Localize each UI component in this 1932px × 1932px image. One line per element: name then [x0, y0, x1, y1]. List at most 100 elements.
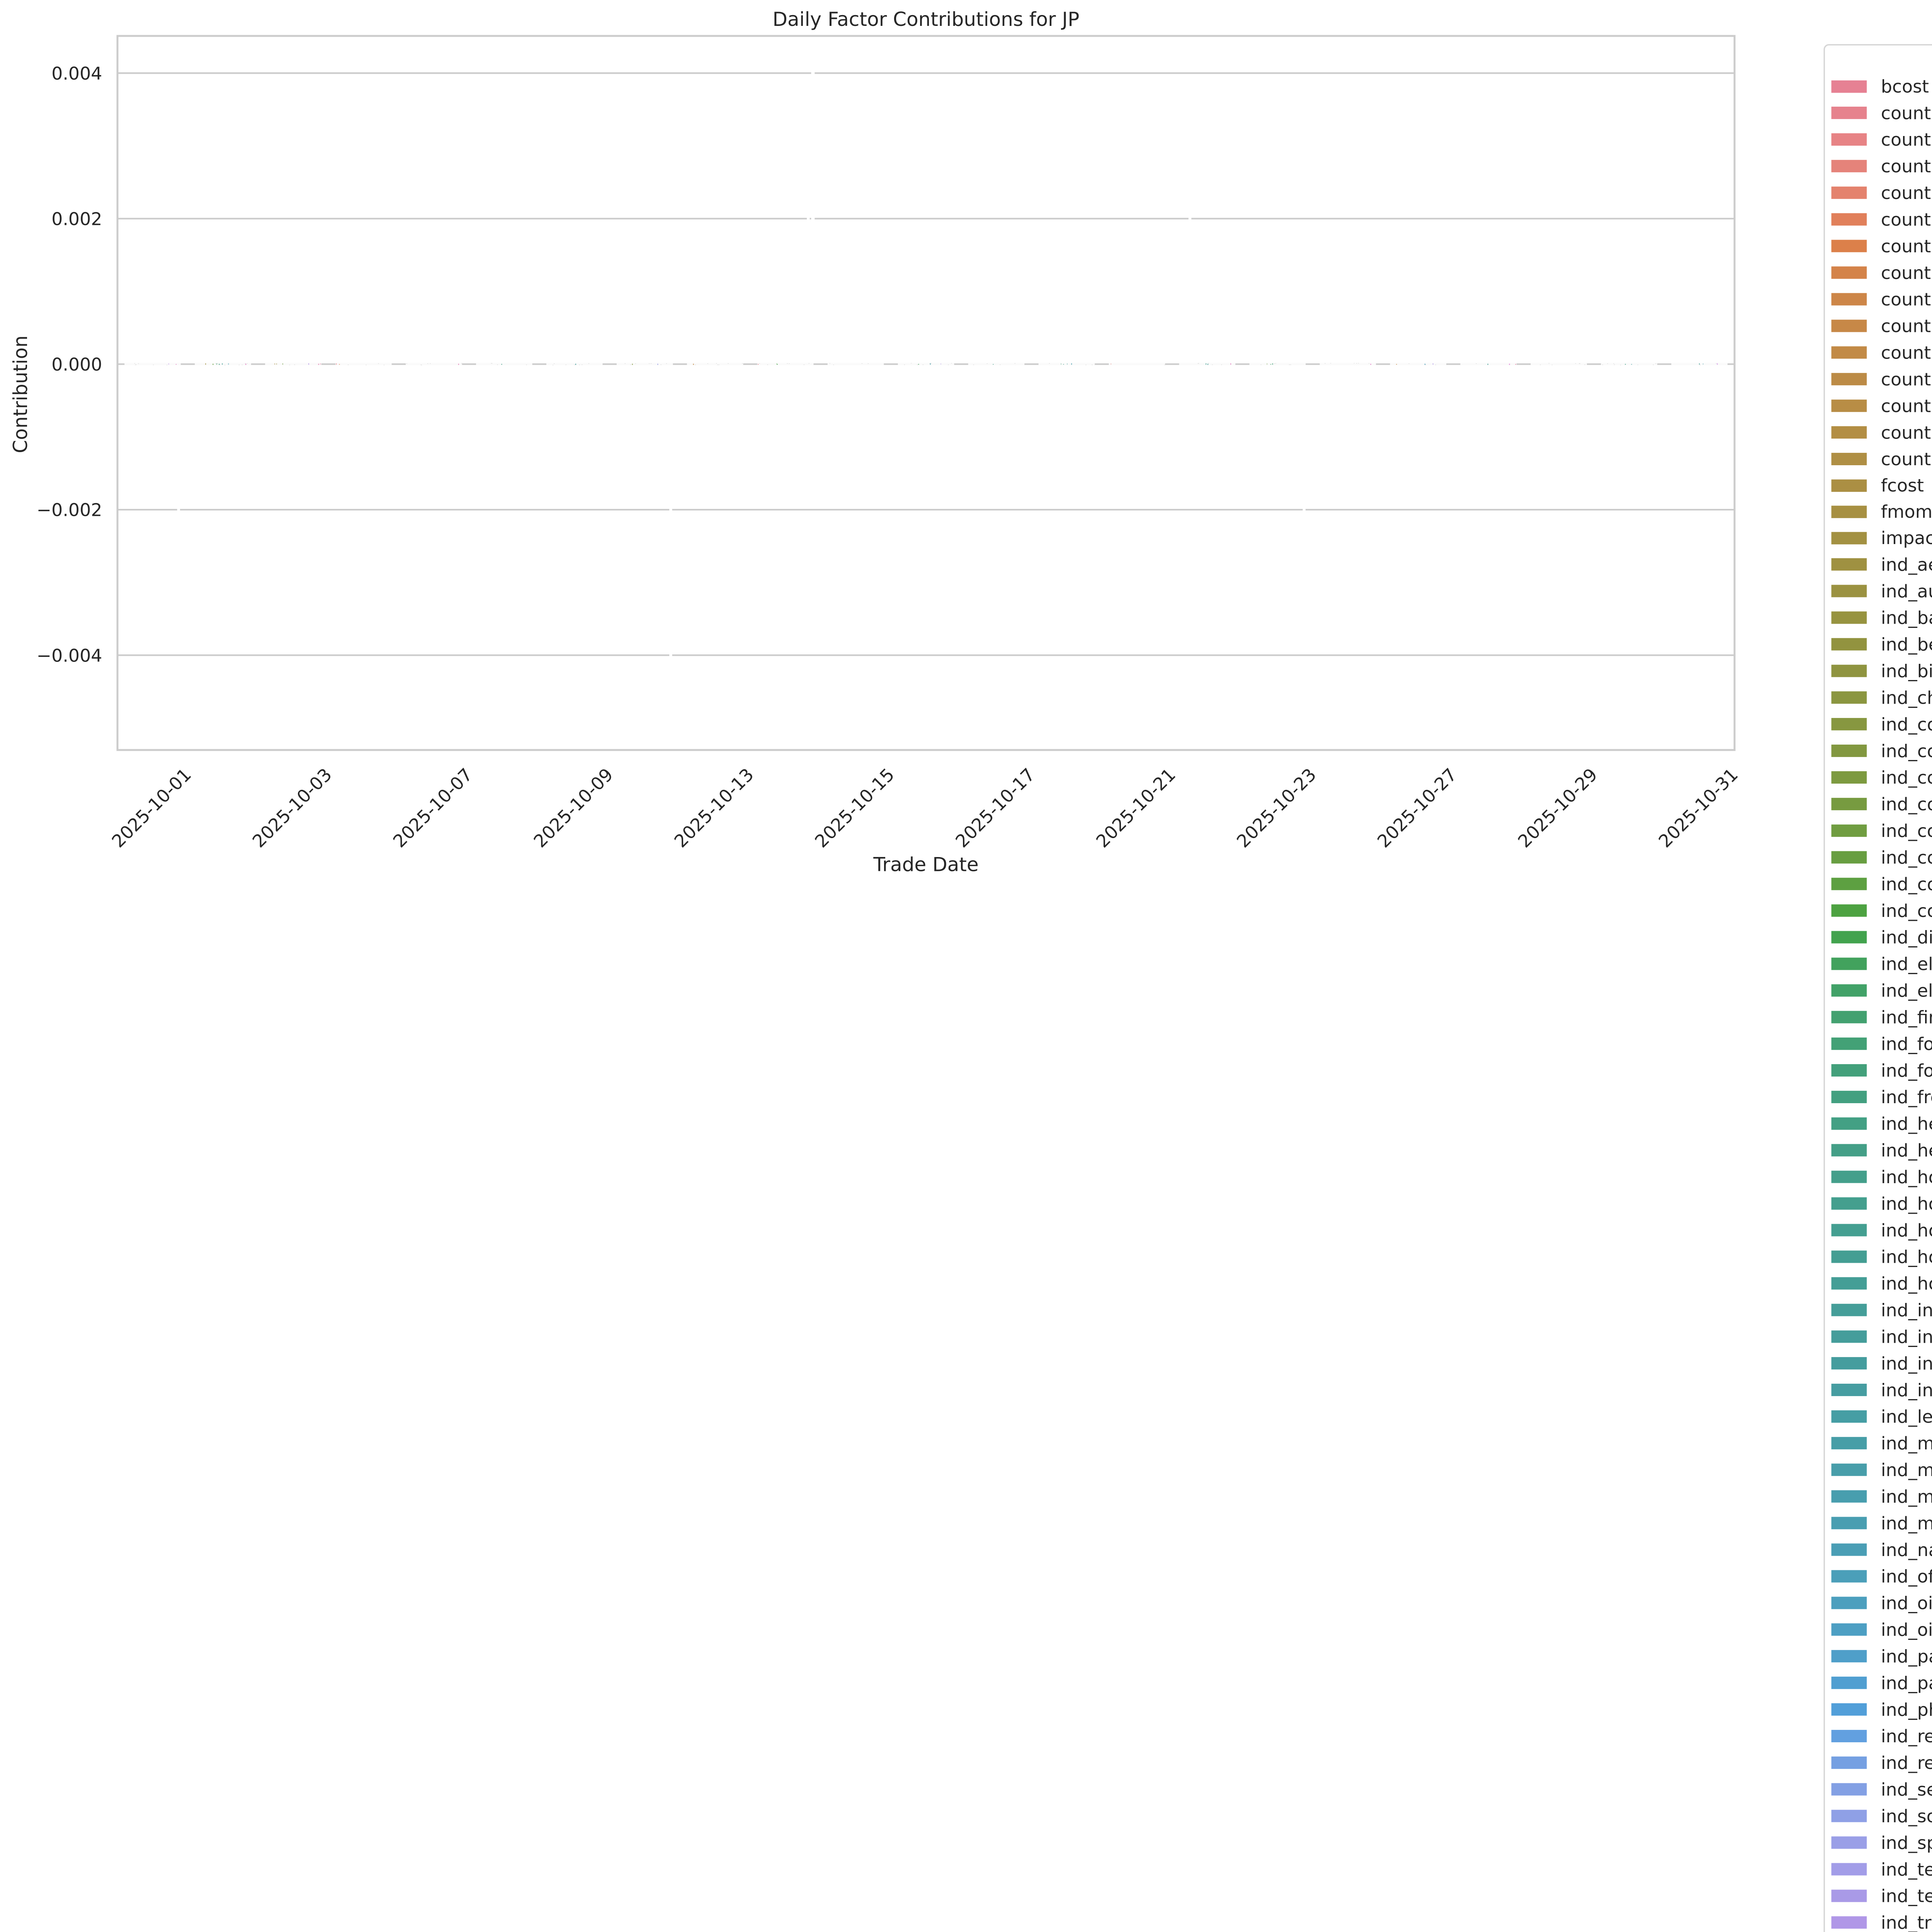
legend-item-label: fcost	[1881, 475, 1924, 496]
bar	[245, 364, 247, 365]
legend-item: ind_electric_utilities_ipps	[1831, 954, 1932, 975]
legend-item: fcost	[1831, 475, 1924, 496]
bar	[575, 364, 576, 365]
bar	[718, 364, 719, 365]
legend-item-label: ind_renewable_energy	[1881, 1752, 1932, 1773]
legend-item-label: fmom	[1881, 501, 1932, 522]
legend-item-label: country_ID	[1881, 182, 1932, 203]
legend-swatch	[1831, 320, 1867, 332]
legend-swatch	[1831, 426, 1867, 439]
legend-swatch	[1831, 1783, 1867, 1796]
plot-area	[116, 35, 1736, 751]
bar	[1208, 363, 1209, 364]
bar	[1289, 364, 1290, 365]
legend-swatch	[1831, 1170, 1867, 1183]
bar	[245, 363, 246, 364]
legend-item-label: ind_industrial_distribution	[1881, 1300, 1932, 1321]
bar	[1579, 363, 1580, 364]
legend-swatch	[1831, 1810, 1867, 1822]
bar-edge-haze	[687, 365, 743, 366]
legend-item-label: country_HK	[1881, 156, 1932, 177]
legend-swatch	[1831, 1730, 1867, 1742]
bar-edge-haze	[265, 365, 321, 366]
legend-item-label: ind_office_equipment	[1881, 1566, 1932, 1587]
legend-item-label: impactCost	[1881, 527, 1932, 548]
bar	[1212, 364, 1213, 365]
legend-item-label: ind_passenger_transportation	[1881, 1672, 1932, 1693]
bar	[217, 363, 218, 364]
bar	[318, 364, 319, 365]
legend-item: country_XH	[1831, 449, 1932, 469]
legend-swatch	[1831, 240, 1867, 252]
y-tick-labels: −0.004 −0.002 0.000 0.002 0.004	[37, 63, 102, 666]
bar-edge-haze	[616, 365, 673, 366]
bar	[175, 364, 177, 365]
legend-item: ind_fintech	[1831, 1007, 1932, 1028]
legend-item: ind_household_products_services	[1831, 1273, 1932, 1294]
bar-edge-haze	[124, 365, 181, 366]
bar	[501, 364, 502, 365]
bar	[1396, 364, 1397, 365]
legend-swatch	[1831, 771, 1867, 784]
legend-item-label: ind_healthcare_providers_services	[1881, 1140, 1932, 1161]
legend-swatch	[1831, 160, 1867, 172]
legend-item-label: ind_software_it_services	[1881, 1806, 1932, 1827]
legend-item-label: ind_fintech	[1881, 1007, 1932, 1028]
bar	[348, 364, 349, 365]
bar	[918, 364, 919, 365]
legend-swatch	[1831, 1517, 1867, 1529]
legend-item-label: ind_communications_equipment	[1881, 767, 1932, 788]
legend-item: ind_containers_packaging	[1831, 900, 1932, 921]
bar-edge-haze	[1671, 365, 1728, 366]
legend-swatch	[1831, 1437, 1867, 1449]
legend-item: ind_software_it_services	[1831, 1806, 1932, 1827]
legend-swatch	[1831, 1037, 1867, 1050]
bar	[1198, 363, 1199, 364]
legend-swatch	[1831, 931, 1867, 944]
legend-item-label: ind_semiconductors	[1881, 1779, 1932, 1800]
legend-item: country_SG	[1831, 369, 1932, 389]
legend-swatch	[1831, 1197, 1867, 1210]
legend-swatch	[1831, 479, 1867, 492]
bar	[930, 363, 931, 365]
bar	[1602, 364, 1603, 365]
legend-swatch	[1831, 1357, 1867, 1370]
legend-item: ind_media_publishing	[1831, 1459, 1932, 1480]
bar	[948, 364, 949, 365]
bar	[138, 363, 139, 364]
bar	[588, 363, 589, 364]
legend-item-label: ind_specialty_reatil	[1881, 1832, 1932, 1853]
legend-swatch	[1831, 1410, 1867, 1423]
bar	[1575, 363, 1576, 364]
legend-item-label: country_NZ	[1881, 316, 1932, 337]
legend-item-label: ind_pharmaceuticals	[1881, 1699, 1932, 1720]
legend-item: fmom	[1831, 501, 1932, 522]
bar	[1631, 364, 1632, 365]
legend-swatch	[1831, 1304, 1867, 1316]
bar	[767, 364, 768, 365]
bar	[1515, 364, 1516, 365]
legend-swatch	[1831, 1650, 1867, 1663]
bar	[758, 364, 759, 365]
legend-item: ind_communications_equipment	[1831, 767, 1932, 788]
bar-edge-haze	[1249, 365, 1306, 366]
legend-item-label: ind_textiles_apparel	[1881, 1886, 1932, 1906]
legend-item-label: ind_multiline_utilities	[1881, 1513, 1932, 1534]
legend-item: country_TW	[1831, 422, 1932, 443]
bar-edge-haze	[546, 365, 603, 366]
legend-swatch	[1831, 1836, 1867, 1849]
legend-item: ind_aerospace_defense	[1831, 554, 1932, 575]
legend-item-label: ind_healthcare_equipment_supplies	[1881, 1113, 1932, 1134]
legend-item-label: ind_electric_utilities_ipps	[1881, 954, 1932, 975]
legend-item-label: ind_computers_phones_household_electroni…	[1881, 794, 1932, 815]
legend-item-label: ind_investment_services	[1881, 1379, 1932, 1400]
legend-swatch	[1831, 80, 1867, 93]
legend-swatch	[1831, 452, 1867, 465]
legend-swatch	[1831, 1863, 1867, 1876]
legend-item: ind_metals_mining	[1831, 1486, 1932, 1507]
legend-item: ind_consumer_goods_conglomerates	[1831, 874, 1932, 895]
legend-item: ind_industrial_distribution	[1831, 1300, 1932, 1321]
legend-swatch	[1831, 346, 1867, 359]
legend-swatch	[1831, 1889, 1867, 1902]
legend-swatch	[1831, 585, 1867, 597]
